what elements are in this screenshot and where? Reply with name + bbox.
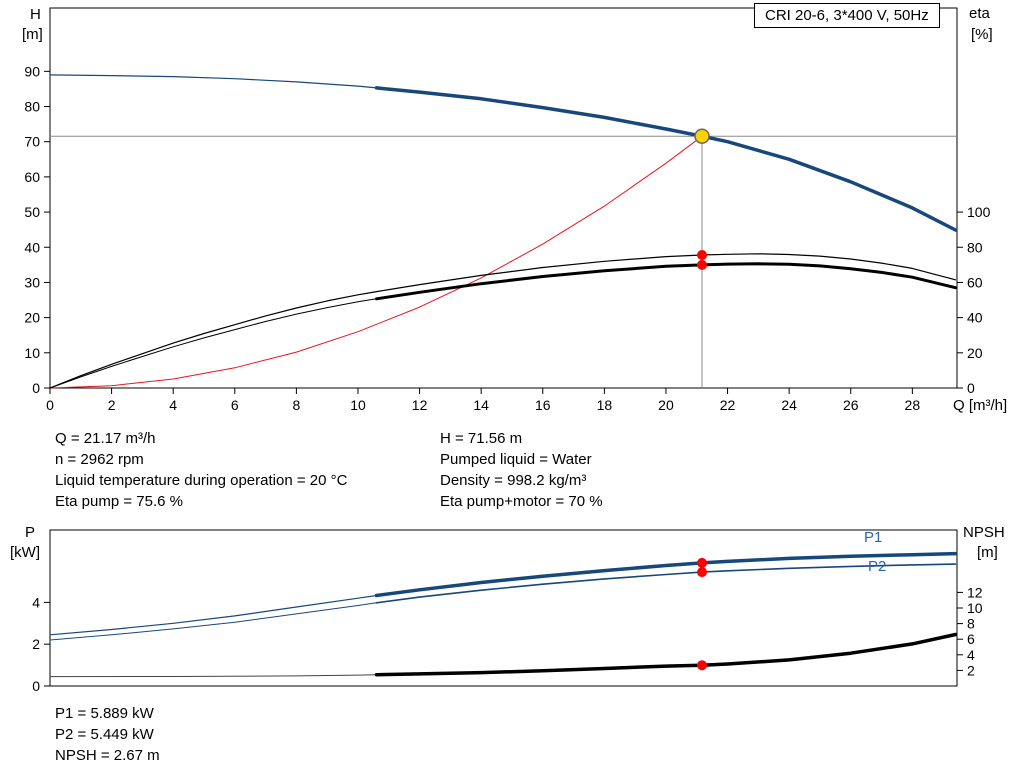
- left-tick-label: 90: [24, 63, 40, 79]
- series-head-curve-thin: [49, 74, 378, 89]
- info-density: Density = 998.2 kg/m³: [440, 472, 587, 489]
- power-npsh-chart-frame: [49, 529, 958, 687]
- series-eta-pump-curve: [49, 253, 957, 389]
- left-tick-label: 60: [24, 169, 40, 185]
- x-tick-label: 24: [781, 397, 797, 413]
- x-tick-label: 20: [658, 397, 674, 413]
- series-system-curve: [49, 135, 703, 389]
- right-tick-label: 20: [967, 345, 983, 361]
- qh-left-axis-name: H: [30, 6, 41, 23]
- right-tick-label: 6: [967, 631, 975, 647]
- right-tick-label: 100: [967, 204, 991, 220]
- q-axis-label: Q [m³/h]: [953, 397, 1008, 414]
- series-eta-pump-motor-thin: [49, 298, 377, 389]
- qh-chart-frame: [49, 7, 958, 389]
- info-q: Q = 21.17 m³/h: [55, 430, 156, 447]
- series-p2-curve-thick: [375, 563, 957, 604]
- series-p2-curve-thin: [49, 602, 377, 641]
- eta-pump-motor-dot: [697, 259, 707, 270]
- result-p1: P1 = 5.889 kW: [55, 705, 154, 722]
- npsh-right-axis-name: NPSH: [963, 524, 1005, 541]
- series-head-curve-thick: [374, 86, 958, 232]
- npsh-right-axis-unit: [m]: [977, 544, 998, 561]
- left-tick-label: 40: [24, 239, 40, 255]
- right-tick-label: 2: [967, 662, 975, 678]
- left-tick-label: 70: [24, 134, 40, 150]
- x-tick-label: 28: [905, 397, 921, 413]
- info-liquid: Pumped liquid = Water: [440, 451, 592, 468]
- eta-pump-dot: [697, 250, 707, 260]
- left-tick-label: 4: [32, 594, 40, 610]
- x-tick-label: 16: [535, 397, 551, 413]
- duty-point-marker: [694, 128, 710, 144]
- left-tick-label: 30: [24, 274, 40, 290]
- left-tick-label: 0: [32, 380, 40, 396]
- qh-right-axis-name: eta: [969, 5, 990, 22]
- x-tick-label: 8: [292, 397, 300, 413]
- left-tick-label: 20: [24, 310, 40, 326]
- duty-info-column-1: Q = 21.17 m³/h n = 2962 rpm Liquid tempe…: [55, 428, 347, 512]
- x-tick-label: 26: [843, 397, 859, 413]
- series-p1-curve-thick: [374, 551, 958, 598]
- right-tick-label: 80: [967, 239, 983, 255]
- result-p2: P2 = 5.449 kW: [55, 726, 154, 743]
- duty-info-column-2: H = 71.56 m Pumped liquid = Water Densit…: [440, 428, 603, 512]
- x-tick-label: 10: [350, 397, 366, 413]
- left-tick-label: 50: [24, 204, 40, 220]
- right-tick-label: 12: [967, 584, 983, 600]
- right-tick-label: 40: [967, 310, 983, 326]
- p2-dot: [697, 567, 707, 578]
- x-tick-label: 14: [473, 397, 489, 413]
- qh-left-axis-unit: [m]: [22, 26, 43, 43]
- result-npsh: NPSH = 2.67 m: [55, 747, 160, 764]
- series-npsh-curve-thin: [49, 674, 377, 678]
- x-tick-label: 4: [169, 397, 177, 413]
- x-tick-label: 18: [597, 397, 613, 413]
- npsh-dot: [697, 660, 707, 671]
- p1-curve-label: P1: [864, 529, 883, 546]
- left-tick-label: 80: [24, 99, 40, 115]
- power-left-axis-unit: [kW]: [10, 544, 40, 561]
- x-tick-label: 22: [720, 397, 736, 413]
- result-footer: P1 = 5.889 kW P2 = 5.449 kW NPSH = 2.67 …: [55, 703, 160, 766]
- p1-dot: [697, 557, 707, 568]
- info-temp: Liquid temperature during operation = 20…: [55, 472, 348, 489]
- series-npsh-curve-thick: [374, 632, 958, 677]
- qh-right-axis-unit: [%]: [971, 26, 993, 43]
- x-tick-label: 12: [412, 397, 428, 413]
- series-eta-pump-motor-thick: [375, 262, 957, 301]
- info-eta-pump: Eta pump = 75.6 %: [55, 493, 183, 510]
- x-tick-label: 0: [46, 397, 54, 413]
- p2-curve-label: P2: [868, 558, 887, 575]
- right-tick-label: 0: [967, 380, 975, 396]
- info-n: n = 2962 rpm: [55, 451, 144, 468]
- series-p1-curve-thin: [49, 594, 378, 636]
- info-eta-pump-motor: Eta pump+motor = 70 %: [440, 493, 603, 510]
- right-tick-label: 60: [967, 274, 983, 290]
- x-tick-label: 6: [231, 397, 239, 413]
- x-tick-label: 2: [108, 397, 116, 413]
- power-left-axis-name: P: [25, 524, 36, 541]
- right-tick-label: 10: [967, 600, 983, 616]
- info-h: H = 71.56 m: [440, 430, 523, 447]
- right-tick-label: 8: [967, 616, 975, 632]
- pump-model-title-box: CRI 20-6, 3*400 V, 50Hz: [754, 3, 940, 28]
- right-tick-label: 4: [967, 647, 975, 663]
- left-tick-label: 0: [32, 678, 40, 694]
- left-tick-label: 2: [32, 636, 40, 652]
- left-tick-label: 10: [24, 345, 40, 361]
